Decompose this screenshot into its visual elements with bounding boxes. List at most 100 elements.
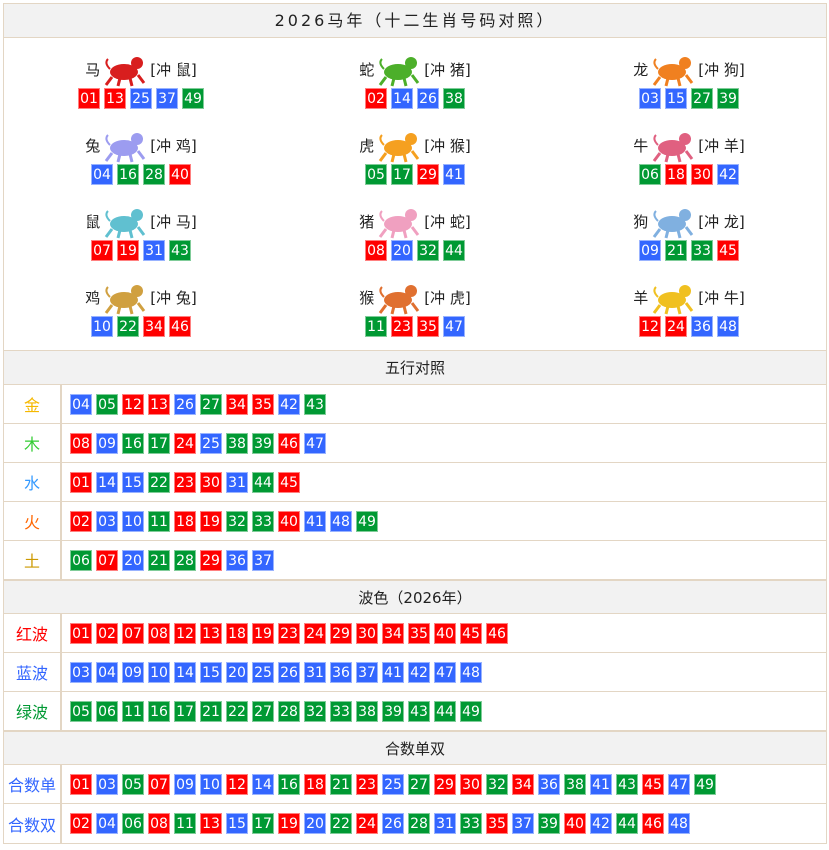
number-ball: 30 [200, 471, 222, 493]
number-ball: 27 [252, 700, 274, 722]
number-ball: 33 [330, 700, 352, 722]
number-ball: 44 [434, 700, 456, 722]
number-ball: 40 [278, 510, 300, 532]
row-cell: 01 02 07 08 12 13 18 19 23 24 29 30 34 35 40 45 46 [62, 614, 826, 652]
number-ball: 13 [104, 87, 126, 109]
row-label: 金 [4, 385, 62, 423]
number-ball: 04 [96, 661, 118, 683]
number-ball: 45 [278, 471, 300, 493]
number-ball: 02 [96, 622, 118, 644]
table-row: 红波 01 02 07 08 12 13 18 19 23 24 29 30 34 35 40 45 46 [4, 614, 826, 653]
number-ball: 21 [200, 700, 222, 722]
number-balls: 07 19 31 43 [91, 239, 191, 261]
number-ball: 14 [96, 471, 118, 493]
number-ball: 14 [391, 87, 413, 109]
number-ball: 23 [174, 471, 196, 493]
number-balls: 02 04 06 08 11 13 15 17 19 20 22 24 26 28 31 33 35 37 39 40… [70, 813, 690, 834]
table-row: 木 08 09 16 17 24 25 38 39 46 47 [4, 424, 826, 463]
number-ball: 08 [148, 813, 170, 834]
zodiac-name: 猴 [359, 289, 375, 307]
zodiac-clash: [冲 羊] [698, 137, 745, 155]
number-ball: 11 [174, 813, 196, 834]
number-ball: 35 [252, 393, 274, 415]
number-ball: 22 [330, 813, 352, 834]
number-ball: 02 [70, 813, 92, 834]
number-ball: 36 [330, 661, 352, 683]
zodiac-name: 龙 [633, 61, 649, 79]
row-cell: 01 03 05 07 09 10 12 14 16 18 21 23 25 27 29 30 32 34 36 38… [62, 765, 826, 803]
number-ball: 38 [564, 773, 586, 795]
row-cell: 06 07 20 21 28 29 36 37 [62, 541, 826, 579]
zodiac-cell: 虎 [冲 猴] 05 17 29 41 [278, 118, 552, 194]
number-ball: 21 [330, 773, 352, 795]
number-ball: 48 [330, 510, 352, 532]
number-ball: 40 [169, 163, 191, 185]
zodiac-clash: [冲 兔] [150, 289, 197, 307]
number-ball: 39 [538, 813, 560, 834]
number-ball: 01 [70, 471, 92, 493]
zodiac-grid: 马 [冲 鼠] 01 13 25 37 49 蛇 [冲 猪] 02 14 26 38 龙 [冲 狗] 0… [4, 38, 826, 351]
zodiac-clash: [冲 牛] [698, 289, 745, 307]
zodiac-name: 兔 [85, 137, 101, 155]
rabbit-icon [105, 132, 146, 162]
zodiac-name: 牛 [633, 137, 649, 155]
number-ball: 19 [117, 239, 139, 261]
number-ball: 28 [408, 813, 430, 834]
number-ball: 11 [365, 315, 387, 337]
number-ball: 37 [156, 87, 178, 109]
bose-title: 波色（2026年） [4, 580, 826, 614]
number-ball: 12 [174, 622, 196, 644]
number-ball: 33 [691, 239, 713, 261]
number-ball: 23 [391, 315, 413, 337]
number-ball: 24 [665, 315, 687, 337]
number-ball: 48 [668, 813, 690, 834]
number-balls: 01 13 25 37 49 [78, 87, 204, 109]
number-balls: 01 03 05 07 09 10 12 14 16 18 21 23 25 27 29 30 32 34 36 38… [70, 773, 716, 795]
number-ball: 38 [226, 432, 248, 454]
zodiac-name: 鸡 [85, 289, 101, 307]
number-ball: 49 [182, 87, 204, 109]
number-ball: 46 [278, 432, 300, 454]
number-ball: 20 [391, 239, 413, 261]
zodiac-name: 猪 [359, 213, 375, 231]
number-ball: 16 [278, 773, 300, 795]
number-ball: 09 [122, 661, 144, 683]
number-ball: 09 [639, 239, 661, 261]
table-row: 土 06 07 20 21 28 29 36 37 [4, 541, 826, 580]
row-label: 木 [4, 424, 62, 462]
number-ball: 30 [460, 773, 482, 795]
number-ball: 15 [122, 471, 144, 493]
number-ball: 24 [304, 622, 326, 644]
number-ball: 13 [200, 813, 222, 834]
zodiac-table: 2026马年（十二生肖号码对照） 马 [冲 鼠] 01 13 25 37 49 蛇 [冲 猪… [3, 3, 827, 844]
number-ball: 15 [226, 813, 248, 834]
number-ball: 45 [460, 622, 482, 644]
dog-icon [653, 208, 694, 238]
row-cell: 03 04 09 10 14 15 20 25 26 31 36 37 41 42 47 48 [62, 653, 826, 691]
number-ball: 27 [200, 393, 222, 415]
number-ball: 06 [639, 163, 661, 185]
number-ball: 19 [252, 622, 274, 644]
zodiac-cell: 羊 [冲 牛] 12 24 36 48 [552, 270, 826, 346]
number-ball: 38 [356, 700, 378, 722]
number-ball: 17 [174, 700, 196, 722]
number-ball: 24 [174, 432, 196, 454]
number-ball: 28 [143, 163, 165, 185]
number-ball: 12 [122, 393, 144, 415]
row-cell: 02 04 06 08 11 13 15 17 19 20 22 24 26 28 31 33 35 37 39 40… [62, 804, 826, 843]
number-ball: 05 [96, 393, 118, 415]
number-ball: 15 [200, 661, 222, 683]
number-ball: 06 [96, 700, 118, 722]
zodiac-name: 虎 [359, 137, 375, 155]
number-ball: 21 [148, 549, 170, 571]
number-ball: 22 [117, 315, 139, 337]
number-balls: 05 06 11 16 17 21 22 27 28 32 33 38 39 43 44 49 [70, 700, 482, 722]
number-balls: 04 16 28 40 [91, 163, 191, 185]
row-cell: 01 14 15 22 23 30 31 44 45 [62, 463, 826, 501]
number-ball: 43 [169, 239, 191, 261]
number-ball: 14 [252, 773, 274, 795]
number-ball: 33 [252, 510, 274, 532]
table-row: 金 04 05 12 13 26 27 34 35 42 43 [4, 385, 826, 424]
zodiac-clash: [冲 虎] [424, 289, 471, 307]
number-ball: 36 [538, 773, 560, 795]
